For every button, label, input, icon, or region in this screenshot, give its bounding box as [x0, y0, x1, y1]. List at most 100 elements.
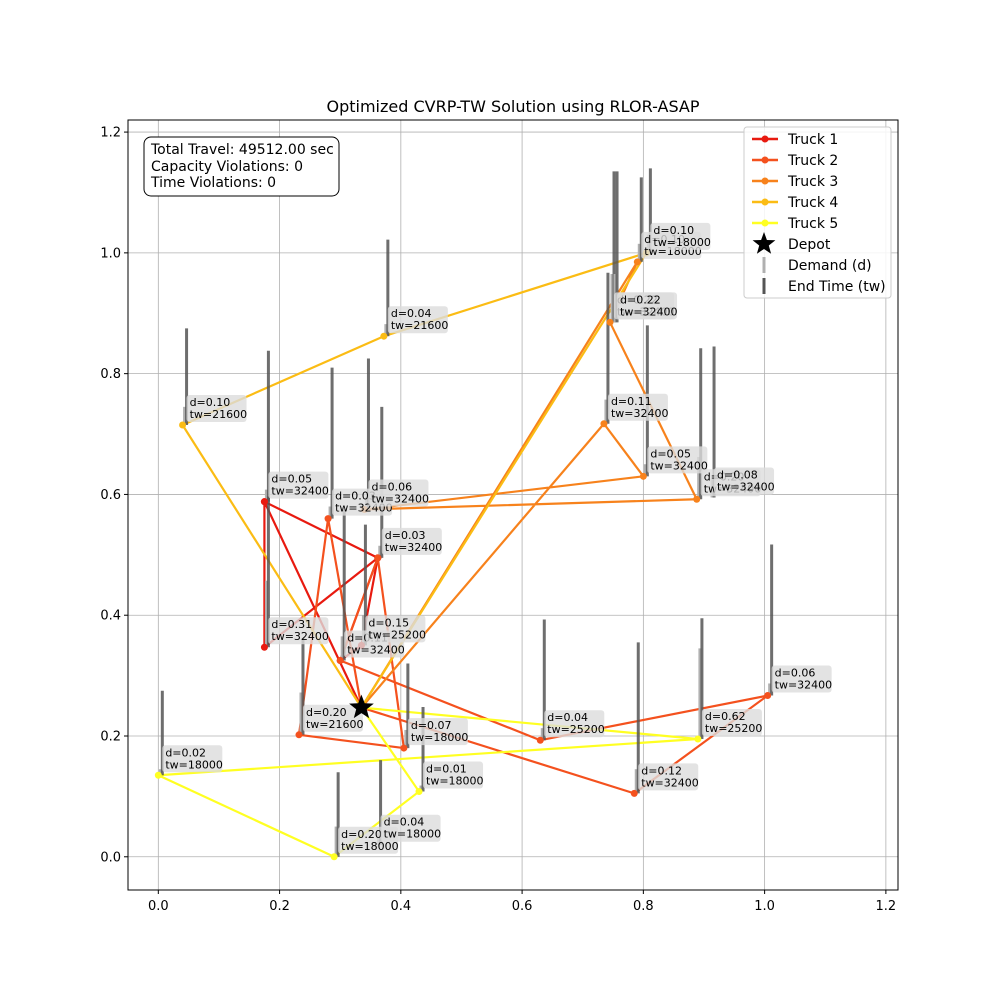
customer-demand-label: d=0.31	[271, 618, 312, 631]
customer-demand-label: d=0.08	[717, 468, 758, 481]
depot-star	[349, 694, 374, 719]
route-stop-point	[336, 657, 344, 665]
y-tick-label: 0.8	[100, 367, 121, 382]
customer-time-window-label: tw=32400	[775, 679, 833, 692]
customer-demand-label: d=0.04	[547, 711, 588, 724]
legend-label: Depot	[788, 237, 831, 253]
customer-time-window-label: tw=25200	[368, 628, 426, 641]
customer-demand-label: d=0.03	[335, 490, 376, 503]
customer-label-box	[714, 467, 775, 495]
legend-marker	[761, 135, 769, 143]
y-tick-label: 0.4	[100, 609, 121, 624]
customer-time-window-label: tw=21600	[306, 718, 364, 731]
customer-label-box	[268, 617, 329, 645]
route-stop-point	[536, 736, 544, 744]
customer-label-box	[365, 615, 426, 643]
x-tick-label: 1.0	[754, 899, 775, 914]
x-tick-label: 0.6	[512, 899, 533, 914]
x-tick-label: 0.2	[269, 899, 290, 914]
plot-frame	[127, 119, 899, 891]
stats-capacity-violations: Capacity Violations: 0	[151, 159, 303, 175]
legend-marker	[761, 219, 769, 227]
customer-labels: d=0.05tw=32400d=0.31tw=32400d=0.03tw=324…	[162, 222, 833, 854]
chart-title: Optimized CVRP-TW Solution using RLOR-AS…	[326, 97, 699, 116]
customer-time-window-label: tw=32400	[371, 493, 429, 506]
legend-label: Truck 4	[787, 195, 838, 211]
customer-time-window-label: tw=25200	[547, 723, 605, 736]
route-stop-point	[179, 421, 187, 429]
customer-time-window-label: tw=21600	[391, 319, 449, 332]
customer-demand-label: d=0.01	[426, 763, 467, 776]
x-tick-label: 0.8	[633, 899, 654, 914]
customer-label-box	[368, 479, 429, 507]
route-stop-point	[600, 420, 608, 428]
customer-label-box	[647, 446, 708, 474]
customer-label-box	[617, 292, 678, 320]
route-line	[157, 706, 700, 858]
customer-demand-label: d=0.03	[385, 529, 426, 542]
customer-time-window-label: tw=18000	[411, 731, 469, 744]
route-stop-point	[380, 332, 388, 340]
customer-time-window-label: tw=32400	[347, 644, 405, 657]
customer-demand-label: d=0.22	[620, 293, 661, 306]
customer-time-window-label: tw=32400	[650, 459, 708, 472]
customer-label-box	[407, 718, 468, 746]
route-stop-point	[630, 789, 638, 797]
y-tick-label: 1.0	[100, 246, 121, 261]
legend-marker	[761, 156, 769, 164]
route-stop-point	[374, 554, 382, 562]
legend: Truck 1 Truck 2 Truck 3 Truck 4 Truck 5 Depot…	[743, 126, 892, 299]
customer-time-window-label: tw=18000	[341, 840, 399, 853]
legend-label: Demand (d)	[788, 258, 872, 274]
customer-demand-label: d=0.04	[391, 307, 432, 320]
customer-label-box	[771, 665, 832, 693]
legend-label: Truck 5	[787, 216, 838, 232]
route-stop-point	[693, 495, 701, 503]
y-tick-label: 0.0	[100, 850, 121, 865]
customer-label-box	[638, 763, 699, 791]
legend-label: End Time (tw)	[788, 279, 886, 295]
customer-time-window-label: tw=32400	[271, 630, 329, 643]
customer-demand-label: d=0.20	[306, 706, 347, 719]
x-tick-label: 1.2	[876, 899, 897, 914]
route-stop-point	[764, 692, 772, 700]
x-tick-label: 0.4	[390, 899, 411, 914]
stats-time-violations: Time Violations: 0	[150, 175, 276, 191]
customer-time-window-label: tw=18000	[653, 236, 711, 249]
customer-demand-label: d=0.02	[165, 746, 206, 759]
customer-time-window-label: tw=32400	[620, 305, 678, 318]
customer-demand-label: d=0.04	[384, 816, 425, 829]
route-stop-point	[400, 744, 408, 752]
route-stop-point	[295, 731, 303, 739]
customer-label-box	[423, 761, 484, 789]
y-tick-label: 1.2	[100, 126, 121, 141]
customer-label-box	[650, 222, 711, 250]
route-line	[360, 260, 698, 709]
customer-demand-label: d=0.20	[341, 828, 382, 841]
x-tick-label: 0.0	[148, 899, 169, 914]
customer-demand-label: d=0.15	[368, 616, 409, 629]
customer-demand-label: d=0.12	[641, 764, 682, 777]
route-stop-point	[633, 258, 641, 266]
customer-time-window-label: tw=32400	[611, 407, 669, 420]
customer-label-box	[381, 527, 442, 555]
customer-label-box	[302, 704, 363, 732]
customer-time-window-label: tw=32400	[385, 541, 443, 554]
customer-time-window-label: tw=18000	[384, 828, 442, 841]
customer-time-window-label: tw=18000	[426, 775, 484, 788]
stats-box: Total Travel: 49512.00 sec Capacity Viol…	[143, 136, 340, 197]
legend-depot-star	[752, 232, 776, 254]
customer-time-window-label: tw=32400	[271, 485, 329, 498]
legend-frame	[743, 126, 892, 299]
y-tick-label: 0.2	[100, 730, 121, 745]
customer-demand-label: d=0.07	[411, 719, 452, 732]
customer-demand-label: d=0.05	[271, 473, 312, 486]
customer-label-box	[607, 393, 668, 421]
customer-demand-label: d=0.06	[775, 667, 816, 680]
legend-label: Truck 1	[787, 132, 838, 148]
y-tick-label: 0.6	[100, 488, 121, 503]
customer-label-box	[544, 710, 605, 738]
customer-label-box	[380, 814, 441, 842]
stats-box-frame	[143, 136, 340, 197]
